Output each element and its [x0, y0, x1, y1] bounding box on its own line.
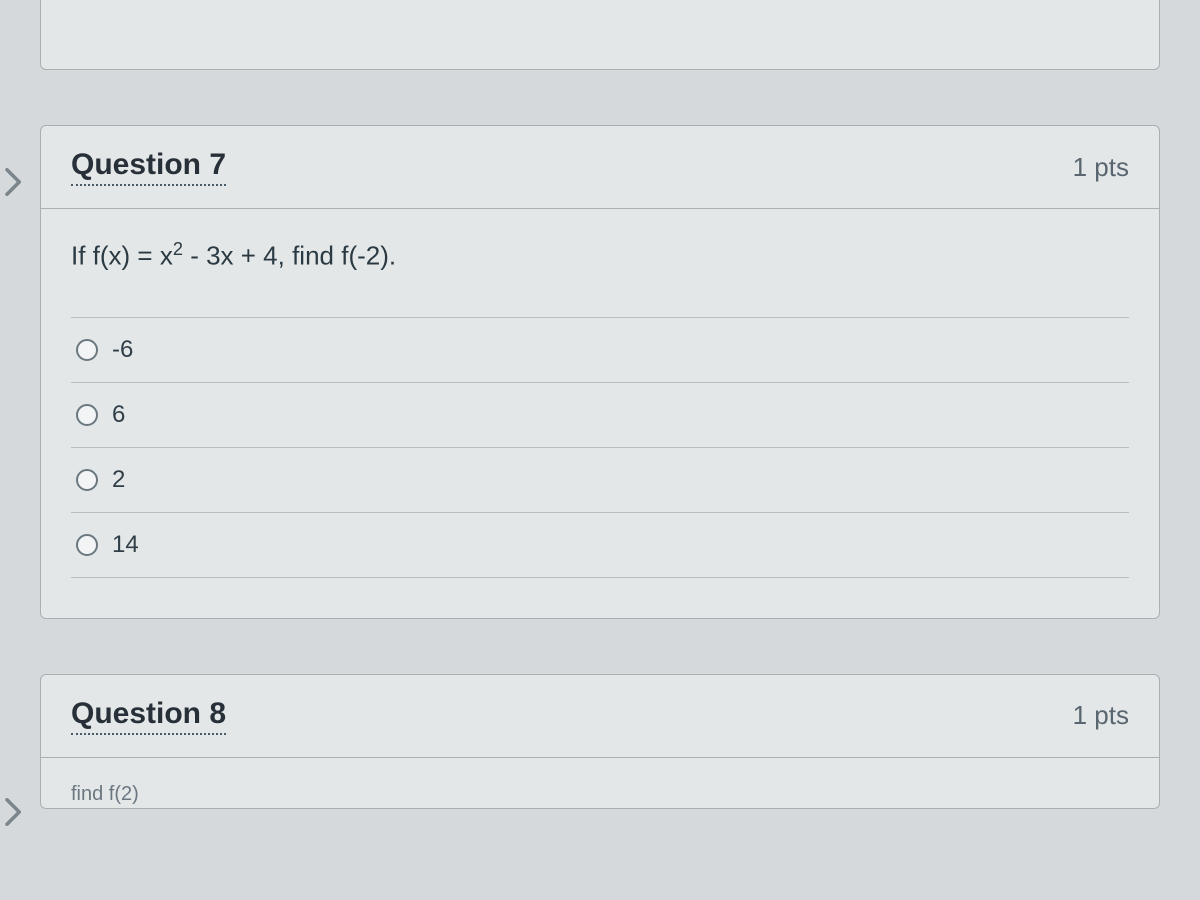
radio-icon[interactable]	[76, 339, 98, 361]
radio-icon[interactable]	[76, 534, 98, 556]
question-header: Question 8 1 pts	[41, 675, 1159, 758]
option-label: 14	[112, 531, 139, 559]
question-prompt: If f(x) = x2 - 3x + 4, find f(-2).	[71, 239, 1129, 272]
chevron-right-icon	[0, 160, 28, 204]
page-root: Question 7 1 pts If f(x) = x2 - 3x + 4, …	[0, 0, 1200, 900]
option-list: -6 6 2 14	[71, 317, 1129, 578]
question-points: 1 pts	[1073, 152, 1129, 183]
question-body-truncated: find f(2)	[41, 758, 1159, 808]
question-card-8: Question 8 1 pts find f(2)	[40, 674, 1160, 809]
option-label: 6	[112, 401, 125, 429]
question-title: Question 7	[71, 148, 226, 186]
previous-card-fragment	[40, 0, 1160, 70]
question-title: Question 8	[71, 697, 226, 735]
option-label: -6	[112, 336, 133, 364]
answer-option[interactable]: 6	[71, 382, 1129, 447]
answer-option[interactable]: 2	[71, 447, 1129, 512]
chevron-right-icon	[0, 790, 28, 834]
answer-option[interactable]: 14	[71, 512, 1129, 578]
question-points: 1 pts	[1073, 700, 1129, 731]
option-label: 2	[112, 466, 125, 494]
partial-prompt: find f(2)	[71, 783, 139, 805]
prompt-suffix: - 3x + 4, find f(-2).	[183, 241, 396, 271]
radio-icon[interactable]	[76, 469, 98, 491]
question-card-7: Question 7 1 pts If f(x) = x2 - 3x + 4, …	[40, 125, 1160, 619]
prompt-prefix: If f(x) = x	[71, 241, 173, 271]
question-body: If f(x) = x2 - 3x + 4, find f(-2). -6 6 …	[41, 209, 1159, 618]
prompt-exponent: 2	[173, 239, 183, 259]
radio-icon[interactable]	[76, 404, 98, 426]
answer-option[interactable]: -6	[71, 317, 1129, 382]
question-header: Question 7 1 pts	[41, 126, 1159, 209]
